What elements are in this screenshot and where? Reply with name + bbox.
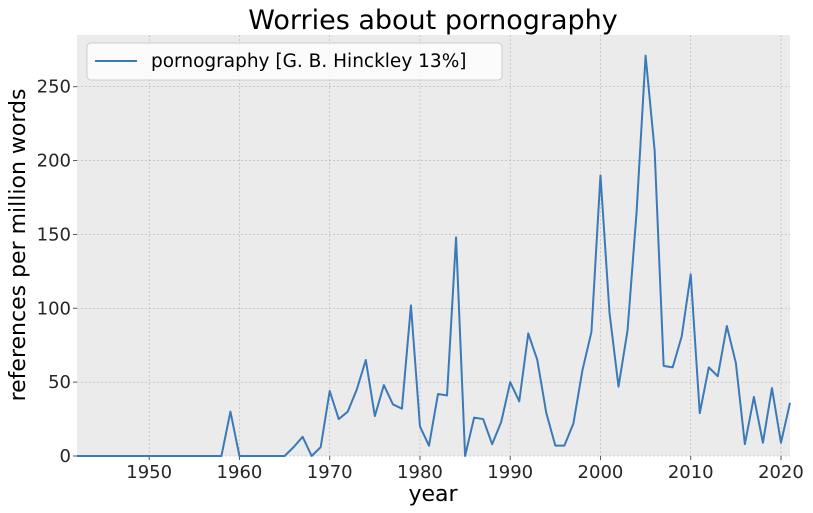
legend: pornography [G. B. Hinckley 13%]	[86, 42, 503, 81]
grid-lines	[77, 35, 790, 457]
chart-title: Worries about pornography	[248, 5, 618, 36]
x-tick-label: 1980	[397, 462, 443, 483]
series-line	[77, 54, 791, 457]
legend-label: pornography [G. B. Hinckley 13%]	[151, 51, 467, 72]
y-tick-label: 100	[37, 298, 71, 319]
x-tick-label: 1990	[487, 462, 533, 483]
x-axis-label: year	[408, 482, 458, 507]
series-layer	[77, 54, 791, 457]
y-tick-label: 0	[60, 446, 71, 467]
y-tick-label: 50	[48, 372, 71, 393]
x-tick-label: 1960	[217, 462, 263, 483]
legend-box	[86, 42, 503, 81]
y-axis-label: references per million words	[6, 89, 31, 402]
x-tick-label: 2010	[668, 462, 714, 483]
x-tick-label: 2020	[758, 462, 804, 483]
x-tick-label: 1950	[126, 462, 172, 483]
x-axis: 1950 1960 1970 1980 1990 2000 2010 2020	[126, 456, 804, 483]
y-tick-label: 200	[37, 151, 71, 172]
y-tick-label: 150	[37, 224, 71, 245]
x-tick-label: 1970	[307, 462, 353, 483]
y-tick-label: 250	[37, 77, 71, 98]
plot-area	[77, 35, 790, 456]
y-axis: 0 50 100 150 200 250	[37, 77, 77, 467]
x-tick-label: 2000	[578, 462, 624, 483]
